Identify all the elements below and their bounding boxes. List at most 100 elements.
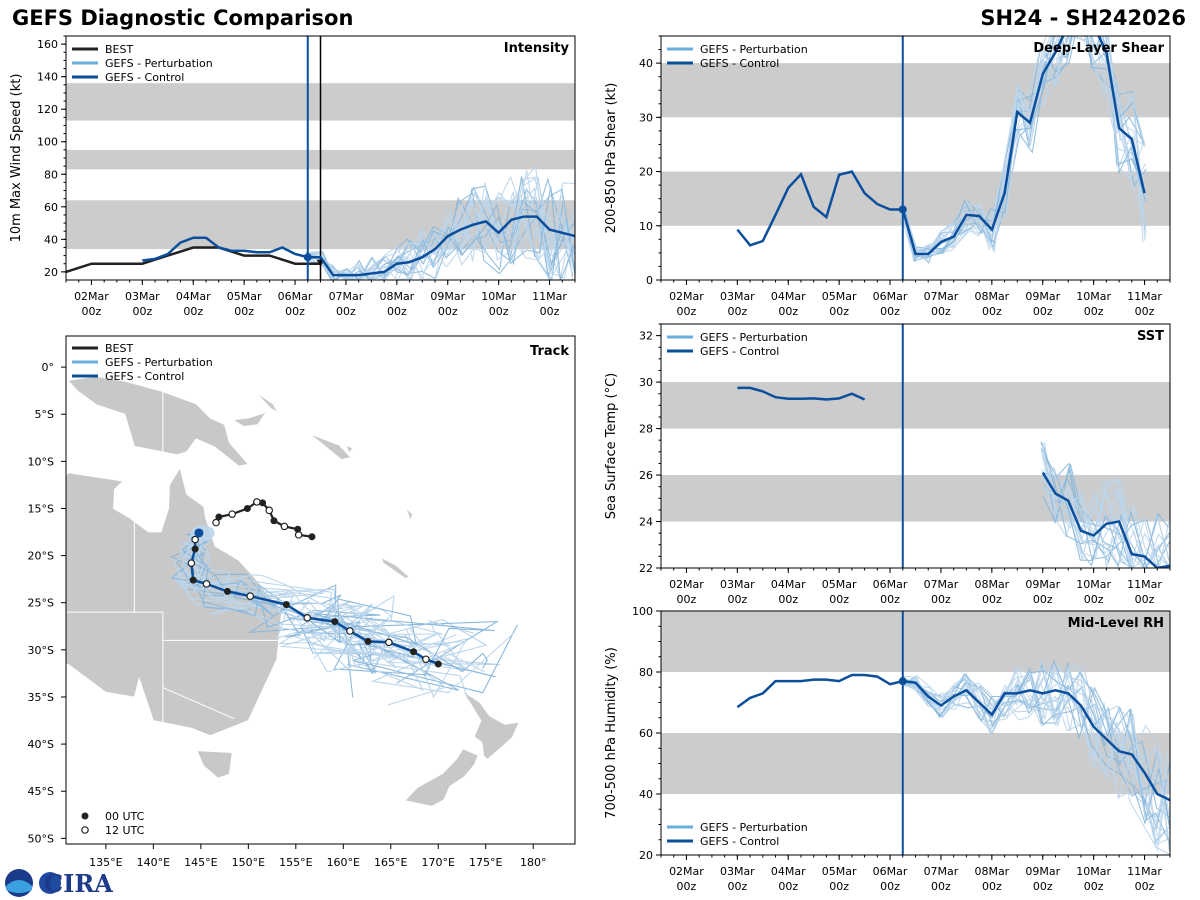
intensity-xtick-label-hour: 00z — [132, 305, 152, 318]
legend-label-perturbation: GEFS - Perturbation — [700, 821, 808, 834]
track-map-group — [66, 376, 520, 807]
panel-track: 0° 5°S 10°S 15°S 20°S 25°S 30°S 35°S 40°S 45°S 50°… — [28, 335, 576, 869]
control-track-point-00utc — [331, 618, 339, 626]
best-track-point-00utc — [243, 504, 251, 512]
intensity-xtick-label-date: 10Mar — [481, 290, 516, 303]
land-mass-4 — [255, 392, 279, 414]
sst-panel-title: SST — [1137, 329, 1164, 344]
land-mass-7 — [380, 556, 411, 579]
control-track-point-12utc — [202, 580, 211, 588]
shear-perturbation-11 — [901, 36, 1145, 254]
rh-xtick-label-hour: 00z — [1084, 880, 1104, 893]
shear-xtick-label-hour: 00z — [1084, 305, 1104, 318]
rh-series-group — [736, 659, 1170, 855]
sst-xtick-label-hour: 00z — [1135, 593, 1155, 606]
rh-ytick-label: 60 — [639, 727, 653, 740]
intensity-xtick-label-date: 11Mar — [532, 290, 567, 303]
intensity-xtick-label-hour: 00z — [387, 305, 407, 318]
intensity-xtick-label-date: 03Mar — [125, 290, 160, 303]
legend-label-00utc: 00 UTC — [105, 810, 145, 823]
track-lon-label: 180° — [520, 856, 547, 869]
legend-marker-12utc — [81, 826, 89, 834]
best-track-point-12utc — [294, 531, 303, 539]
best-track-point-12utc — [280, 522, 289, 531]
rh-xtick-label-hour: 00z — [931, 880, 951, 893]
shear-perturbation-18 — [904, 36, 1147, 258]
intensity-xtick-label-hour: 00z — [489, 305, 509, 318]
shear-ytick-label: 0 — [646, 274, 653, 287]
intensity-xtick-label-date: 06Mar — [278, 290, 313, 303]
sst-xtick-label-hour: 00z — [1033, 593, 1053, 606]
sst-ytick-label: 24 — [639, 516, 653, 529]
perturbation-track-6 — [176, 533, 496, 678]
intensity-ytick-label: 100 — [37, 136, 58, 149]
shear-xtick-label-hour: 00z — [829, 305, 849, 318]
sst-xtick-label-hour: 00z — [778, 593, 798, 606]
track-lat-label: 45°S — [28, 785, 54, 798]
control-track-point-12utc — [246, 592, 255, 600]
rh-control-line — [736, 673, 1170, 802]
sst-xtick-label-hour: 00z — [880, 593, 900, 606]
control-track-init-point — [194, 528, 204, 538]
intensity-control-line — [142, 215, 575, 277]
track-lat-label: 30°S — [28, 644, 54, 657]
panel-shear: 0 10 20 30 40 02Mar 00z 03Mar 00z 04Mar 00z 05Mar 00… — [604, 35, 1171, 318]
best-track-point-00utc — [270, 517, 278, 525]
intensity-xtick-label-hour: 00z — [438, 305, 458, 318]
shear-xtick-label-hour: 00z — [880, 305, 900, 318]
sst-ytick-label: 28 — [639, 423, 653, 436]
rh-xtick-label-hour: 00z — [727, 880, 747, 893]
shear-xtick-label-hour: 00z — [931, 305, 951, 318]
rh-ytick-label: 80 — [639, 666, 653, 679]
sst-xtick-label-date: 10Mar — [1076, 578, 1111, 591]
sst-control-late-line — [1041, 472, 1170, 568]
rh-xtick-label-date: 08Mar — [974, 865, 1009, 878]
rh-xtick-label-hour: 00z — [1033, 880, 1053, 893]
intensity-ytick-label: 80 — [44, 168, 58, 181]
intensity-ytick-label: 120 — [37, 103, 58, 116]
rh-xtick-label-hour: 00z — [778, 880, 798, 893]
intensity-init-point — [303, 253, 312, 262]
state-border-5 — [162, 687, 235, 720]
sst-ylabel: Sea Surface Temp (°C) — [604, 373, 619, 520]
perturbation-track-18 — [193, 534, 495, 677]
sst-perturbation-2 — [1041, 468, 1170, 568]
legend-label-control: GEFS - Control — [105, 71, 184, 84]
perturbation-track-16 — [180, 535, 424, 691]
control-track-point-00utc — [364, 637, 372, 645]
legend-label-12utc: 12 UTC — [105, 824, 145, 837]
best-track-point-12utc — [253, 498, 261, 506]
rh-xtick-label-date: 02Mar — [669, 865, 704, 878]
legend-marker-00utc — [81, 812, 89, 820]
legend-label-control: GEFS - Control — [700, 835, 779, 848]
cira-wordmark: CIRA — [44, 869, 113, 898]
rh-xtick-label-date: 05Mar — [822, 865, 857, 878]
best-track-point-00utc — [215, 513, 223, 521]
shear-perturbation-13 — [903, 36, 1147, 256]
sst-ytick-label: 32 — [639, 330, 653, 343]
intensity-xtick-label-hour: 00z — [540, 305, 560, 318]
sst-ytick-label: 22 — [639, 562, 653, 575]
intensity-perturbation-17 — [306, 193, 575, 280]
sst-perturbation-17 — [1041, 475, 1170, 568]
sst-xtick-label-hour: 00z — [677, 593, 697, 606]
track-lon-label: 145°E — [184, 856, 217, 869]
shear-ytick-label: 20 — [639, 166, 653, 179]
control-track-point-12utc — [346, 627, 354, 635]
intensity-xtick-label-date: 09Mar — [430, 290, 465, 303]
panel-intensity: 20 40 60 80 100 120 140 160 02Mar 00z 03Mar 00z 04Ma… — [9, 35, 576, 318]
intensity-ylabel: 10m Max Wind Speed (kt) — [9, 74, 24, 243]
shear-perturbation-17 — [903, 36, 1146, 259]
best-track-point-00utc — [294, 525, 302, 533]
rh-panel-title: Mid-Level RH — [1068, 616, 1164, 631]
track-panel-title: Track — [530, 344, 569, 359]
shear-xtick-label-date: 09Mar — [1025, 290, 1060, 303]
intensity-perturbation-19 — [309, 176, 575, 280]
best-track-point-12utc — [228, 510, 236, 518]
track-lat-label: 5°S — [35, 408, 54, 421]
control-track-point-12utc — [422, 655, 430, 664]
shear-band-0 — [661, 171, 1170, 226]
intensity-best-line — [66, 246, 321, 274]
land-mass-6 — [345, 444, 354, 454]
